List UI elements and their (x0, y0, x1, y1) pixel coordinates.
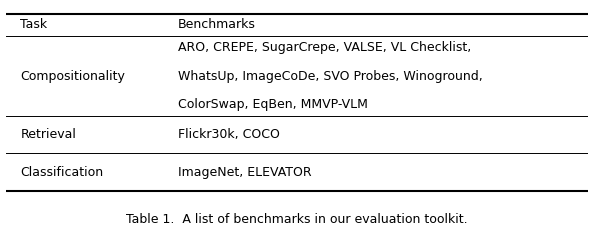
Text: Table 1.  A list of benchmarks in our evaluation toolkit.: Table 1. A list of benchmarks in our eva… (126, 213, 468, 226)
Text: Task: Task (20, 18, 48, 31)
Text: Classification: Classification (20, 166, 103, 179)
Text: Retrieval: Retrieval (20, 128, 77, 141)
Text: Benchmarks: Benchmarks (178, 18, 255, 31)
Text: ImageNet, ELEVATOR: ImageNet, ELEVATOR (178, 166, 311, 179)
Text: WhatsUp, ImageCoDe, SVO Probes, Winoground,: WhatsUp, ImageCoDe, SVO Probes, Winogrou… (178, 70, 482, 83)
Text: Flickr30k, COCO: Flickr30k, COCO (178, 128, 280, 141)
Text: ColorSwap, EqBen, MMVP-VLM: ColorSwap, EqBen, MMVP-VLM (178, 98, 368, 111)
Text: ARO, CREPE, SugarCrepe, VALSE, VL Checklist,: ARO, CREPE, SugarCrepe, VALSE, VL Checkl… (178, 41, 471, 54)
Text: Compositionality: Compositionality (20, 70, 125, 83)
